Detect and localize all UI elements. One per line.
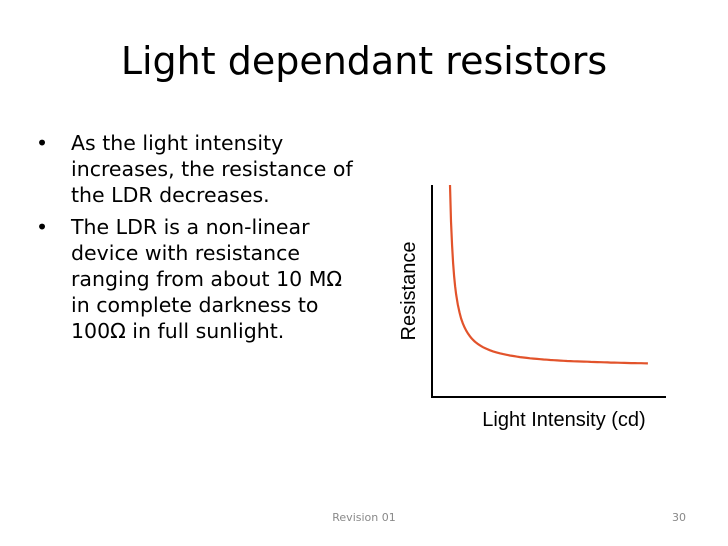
bullet-list: • As the light intensity increases, the … xyxy=(36,130,356,350)
bullet-item: • The LDR is a non-linear device with re… xyxy=(36,214,356,344)
footer-revision: Revision 01 xyxy=(332,511,396,524)
page-number: 30 xyxy=(672,511,686,524)
bullet-text: As the light intensity increases, the re… xyxy=(71,131,353,207)
y-axis-label: Resistance xyxy=(398,242,420,341)
resistance-curve xyxy=(448,184,648,365)
bullet-dot: • xyxy=(36,215,49,239)
x-axis-label: Light Intensity (cd) xyxy=(482,409,645,431)
bullet-dot: • xyxy=(36,131,49,155)
bullet-text: The LDR is a non-linear device with resi… xyxy=(71,215,343,343)
bullet-item: • As the light intensity increases, the … xyxy=(36,130,356,208)
slide-title: Light dependant resistors xyxy=(120,39,608,83)
resistance-chart: Resistance Light Intensity (cd) xyxy=(398,184,666,431)
